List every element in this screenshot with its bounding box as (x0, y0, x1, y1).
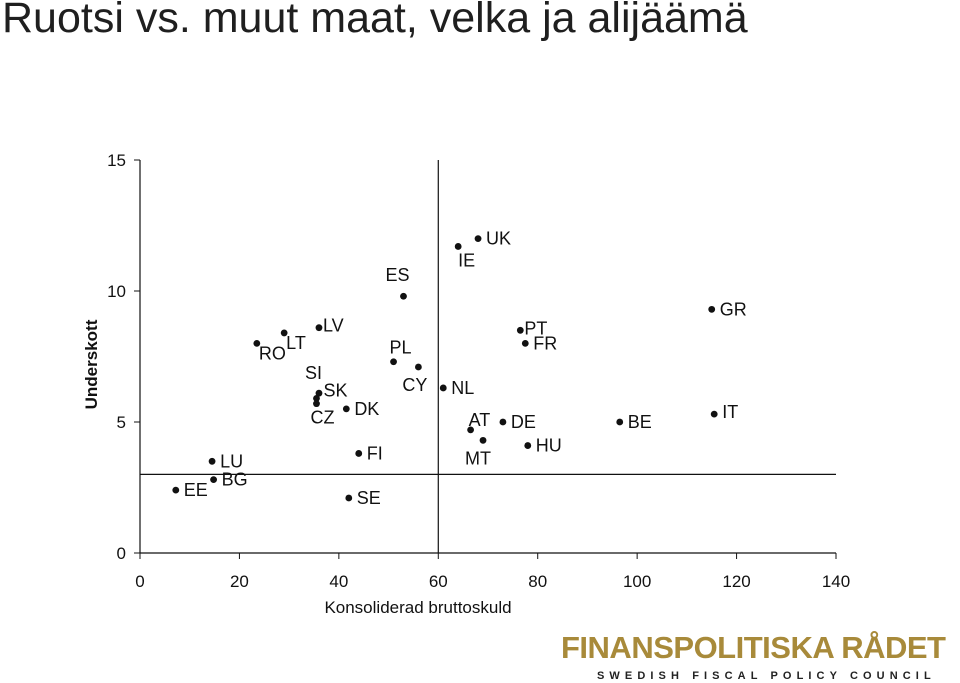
point-label-lu: LU (220, 451, 243, 471)
scatter-point-es (400, 292, 407, 300)
point-label-sk: SK (323, 380, 347, 400)
x-tick-label: 60 (429, 572, 448, 591)
scatter-point-lt (280, 329, 288, 337)
point-label-it: IT (722, 402, 738, 422)
scatter-point-cz (313, 400, 320, 408)
point-label-be: BE (628, 412, 652, 432)
point-label-dk: DK (354, 399, 379, 419)
scatter-point-at (467, 426, 474, 434)
point-label-hu: HU (536, 436, 562, 456)
scatter-point-mt (479, 436, 487, 444)
point-label-lt: LT (286, 333, 306, 353)
scatter-point-nl (439, 384, 447, 392)
x-tick-label: 140 (822, 572, 850, 591)
y-tick-label: 15 (107, 151, 126, 170)
point-label-nl: NL (451, 378, 474, 398)
slide-title: Ruotsi vs. muut maat, velka ja alijäämä (2, 0, 748, 42)
point-label-gr: GR (720, 299, 747, 319)
point-label-ee: EE (184, 480, 208, 500)
scatter-point-sk (313, 395, 320, 402)
point-label-pl: PL (390, 338, 412, 358)
scatter-point-de (499, 418, 507, 426)
scatter-point-lv (315, 324, 323, 332)
y-axis-title: Underskott (82, 319, 101, 409)
point-label-si: SI (305, 363, 322, 383)
scatter-point-gr (708, 305, 716, 313)
scatter-point-it (710, 410, 718, 418)
point-label-es: ES (385, 265, 409, 285)
scatter-point-be (616, 418, 624, 426)
scatter-point-se (345, 494, 353, 502)
scatter-point-fr (521, 340, 529, 347)
scatter-point-si (315, 389, 323, 397)
point-label-fr: FR (533, 333, 557, 353)
scatter-point-dk (342, 405, 350, 413)
chart-ticks: 0 20 40 60 80 100 120 140 0 5 10 15 (107, 151, 850, 591)
point-label-cy: CY (402, 375, 427, 395)
scatter-point-pt (516, 326, 524, 334)
scatter-point-pl (390, 358, 397, 366)
scatter-point-ee (172, 486, 180, 494)
x-tick-label: 0 (135, 572, 144, 591)
point-label-ie: IE (458, 250, 475, 270)
scatter-point-bg (210, 476, 217, 484)
x-tick-label: 80 (528, 572, 547, 591)
point-label-pt: PT (524, 318, 547, 338)
scatter-point-lu (208, 457, 216, 465)
brand-tagline: SWEDISH FISCAL POLICY COUNCIL (597, 670, 936, 682)
x-tick-label: 120 (722, 572, 750, 591)
point-label-bg: BG (222, 470, 248, 490)
scatter-point-ie (454, 243, 462, 250)
point-label-uk: UK (486, 229, 511, 249)
point-label-se: SE (357, 488, 381, 508)
scatter-point-hu (524, 442, 532, 449)
point-label-cz: CZ (310, 408, 334, 428)
point-label-lv: LV (323, 316, 344, 336)
point-label-at: AT (469, 410, 491, 430)
brand-logo-text: FINANSPOLITISKA RÅDET (561, 630, 946, 665)
x-tick-label: 100 (623, 572, 651, 591)
point-label-ro: RO (259, 343, 286, 363)
y-tick-label: 5 (117, 413, 126, 432)
scatter-point-ro (253, 340, 261, 347)
scatter-point-cy (415, 363, 422, 371)
chart-axes (139, 160, 836, 554)
x-tick-label: 20 (230, 572, 249, 591)
x-tick-label: 40 (329, 572, 348, 591)
point-label-mt: MT (465, 448, 491, 468)
x-axis-title: Konsoliderad bruttoskuld (324, 598, 511, 617)
point-label-de: DE (511, 412, 536, 432)
y-tick-label: 10 (107, 282, 126, 301)
scatter-point-uk (474, 235, 482, 243)
y-tick-label: 0 (117, 544, 126, 563)
chart-reference-lines (140, 160, 836, 553)
point-label-fi: FI (367, 443, 383, 463)
scatter-point-fi (355, 450, 363, 457)
